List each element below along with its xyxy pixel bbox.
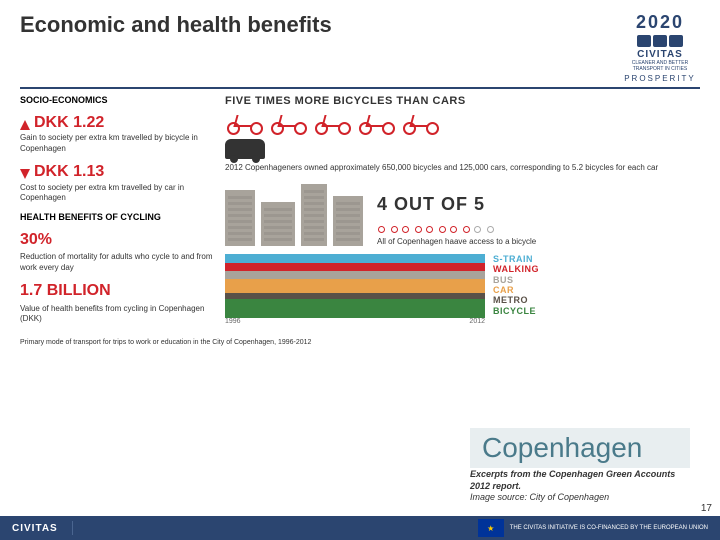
gain-value: DKK 1.22: [34, 114, 104, 131]
benefit-desc: Value of health benefits from cycling in…: [20, 304, 215, 325]
car-band: [225, 279, 485, 293]
strain-band: [225, 254, 485, 263]
building-icon: [301, 184, 327, 246]
logo-sub: PROSPERITY: [620, 74, 700, 83]
cost-desc: Cost to society per extra km travelled b…: [20, 183, 215, 204]
bike-icon: [357, 111, 397, 135]
bike-band: [225, 299, 485, 318]
bike-icon: [269, 111, 309, 135]
year-start: 1996: [225, 318, 241, 325]
socio-heading: SOCIO-ECONOMICS: [20, 95, 215, 107]
left-column: SOCIO-ECONOMICS DKK 1.22 Gain to society…: [20, 95, 215, 333]
logo-icons: [620, 35, 700, 47]
building-icon: [261, 202, 295, 246]
four-caption: All of Copenhagen haave access to a bicy…: [377, 237, 536, 246]
city-box: Copenhagen: [470, 428, 690, 468]
logo-brand: CIVITAS: [620, 49, 700, 60]
building-icon: [225, 190, 255, 246]
legend-strain: S-TRAIN: [493, 254, 539, 264]
bike-icon: [401, 111, 441, 135]
five-caption: 2012 Copenhageners owned approximately 6…: [225, 163, 700, 172]
mini-bike-icon: [401, 219, 423, 233]
mini-bike-grey-icon: [473, 219, 495, 233]
bike-icon: [225, 111, 265, 135]
footer-brand: CIVITAS: [12, 523, 58, 534]
stacked-chart: 19962012: [225, 254, 485, 318]
excerpt-text: Excerpts from the Copenhagen Green Accou…: [470, 469, 690, 504]
chart-caption: Primary mode of transport for trips to w…: [20, 339, 700, 346]
eu-flag-icon: [478, 519, 504, 537]
mini-bike-icon: [425, 219, 447, 233]
chart-legend: S-TRAIN WALKING BUS CAR METRO BICYCLE: [493, 254, 539, 316]
mini-bike-icon: [449, 219, 471, 233]
footer-divider: [72, 521, 73, 535]
bus-band: [225, 271, 485, 279]
gain-desc: Gain to society per extra km travelled b…: [20, 133, 215, 154]
mortality-value: 30%: [20, 230, 215, 251]
mini-bike-row: [377, 219, 536, 233]
excerpt-source: Image source: City of Copenhagen: [470, 492, 609, 502]
five-heading: FIVE TIMES MORE BICYCLES THAN CARS: [225, 95, 700, 107]
cost-value: DKK 1.13: [34, 163, 104, 180]
logo-tagline: CLEANER AND BETTER TRANSPORT IN CITIES: [620, 60, 700, 72]
four-of-five: 4 OUT OF 5 All of Copenhagen haave acces…: [377, 194, 536, 246]
health-heading: HEALTH BENEFITS OF CYCLING: [20, 212, 215, 224]
page-number: 17: [701, 503, 712, 514]
legend-bike: BICYCLE: [493, 306, 539, 316]
four-heading: 4 OUT OF 5: [377, 194, 536, 215]
footer: CIVITAS THE CIVITAS INITIATIVE IS CO-FIN…: [0, 516, 720, 540]
footer-cofinanced: THE CIVITAS INITIATIVE IS CO-FINANCED BY…: [510, 525, 708, 532]
buildings-row: 4 OUT OF 5 All of Copenhagen haave acces…: [225, 184, 700, 246]
excerpt-bold: Excerpts from the Copenhagen Green Accou…: [470, 469, 675, 491]
building-icon: [333, 196, 363, 246]
chart-area: 19962012 S-TRAIN WALKING BUS CAR METRO B…: [225, 254, 700, 318]
page-title: Economic and health benefits: [20, 12, 332, 38]
bike-icon: [313, 111, 353, 135]
right-column: FIVE TIMES MORE BICYCLES THAN CARS 2012 …: [225, 95, 700, 333]
civitas-logo: 2020 CIVITAS CLEANER AND BETTER TRANSPOR…: [620, 12, 700, 83]
mortality-desc: Reduction of mortality for adults who cy…: [20, 252, 215, 273]
year-end: 2012: [469, 318, 485, 325]
mini-bike-icon: [377, 219, 399, 233]
chart-stack: [225, 254, 485, 318]
arrow-up-icon: [20, 120, 30, 130]
bike-row: [225, 111, 700, 135]
chart-years: 1996 2012: [225, 318, 485, 325]
car-icon: [225, 139, 265, 159]
logo-year: 2020: [620, 12, 700, 33]
arrow-down-icon: [20, 169, 30, 179]
legend-metro: METRO: [493, 295, 539, 305]
legend-walk: WALKING: [493, 264, 539, 274]
divider: [20, 87, 700, 89]
legend-car: CAR: [493, 285, 539, 295]
walk-band: [225, 263, 485, 271]
benefit-value: 1.7 BILLION: [20, 281, 215, 302]
legend-bus: BUS: [493, 275, 539, 285]
